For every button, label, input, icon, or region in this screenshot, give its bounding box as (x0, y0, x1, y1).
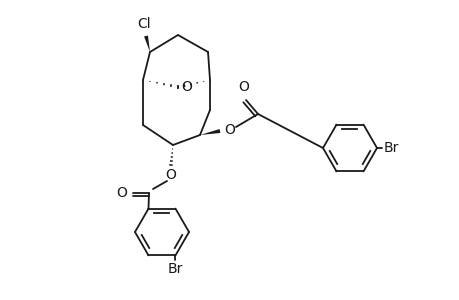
Text: Cl: Cl (137, 17, 151, 31)
Text: O: O (165, 168, 176, 182)
Text: O: O (224, 123, 235, 137)
Polygon shape (200, 129, 220, 135)
Text: O: O (180, 80, 191, 94)
Text: O: O (238, 80, 249, 94)
Text: O: O (116, 186, 127, 200)
Text: Br: Br (383, 141, 398, 155)
Polygon shape (144, 35, 150, 52)
Text: Br: Br (168, 262, 183, 276)
